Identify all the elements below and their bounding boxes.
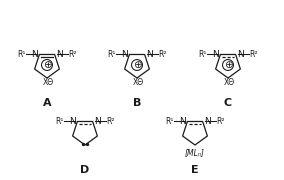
Text: A: A [43,98,51,108]
Text: N: N [204,117,210,126]
Text: ⊕: ⊕ [224,60,232,69]
Text: R²: R² [159,50,167,59]
Text: R¹: R¹ [198,50,206,59]
Text: D: D [80,165,90,175]
Text: R²: R² [250,50,258,59]
Text: ⊕: ⊕ [43,60,51,69]
Text: XΘ: XΘ [42,78,54,87]
Text: R²: R² [217,117,225,126]
Text: N: N [146,50,153,59]
Text: N: N [56,50,62,59]
Text: N: N [70,117,76,126]
Text: N: N [237,50,243,59]
Text: R²: R² [106,117,115,126]
Text: R¹: R¹ [17,50,25,59]
Text: [MLₙ]: [MLₙ] [185,148,205,157]
Text: C: C [224,98,232,108]
Text: N: N [213,50,219,59]
Text: ⊕: ⊕ [133,60,141,69]
Text: N: N [94,117,100,126]
Text: N: N [122,50,128,59]
Text: E: E [191,165,199,175]
Text: R¹: R¹ [165,117,173,126]
Text: XΘ: XΘ [132,78,144,87]
Text: R²: R² [69,50,77,59]
Text: XΘ: XΘ [224,78,235,87]
Text: N: N [179,117,186,126]
Text: N: N [32,50,38,59]
Text: B: B [133,98,141,108]
Text: R¹: R¹ [55,117,63,126]
Text: R¹: R¹ [107,50,115,59]
